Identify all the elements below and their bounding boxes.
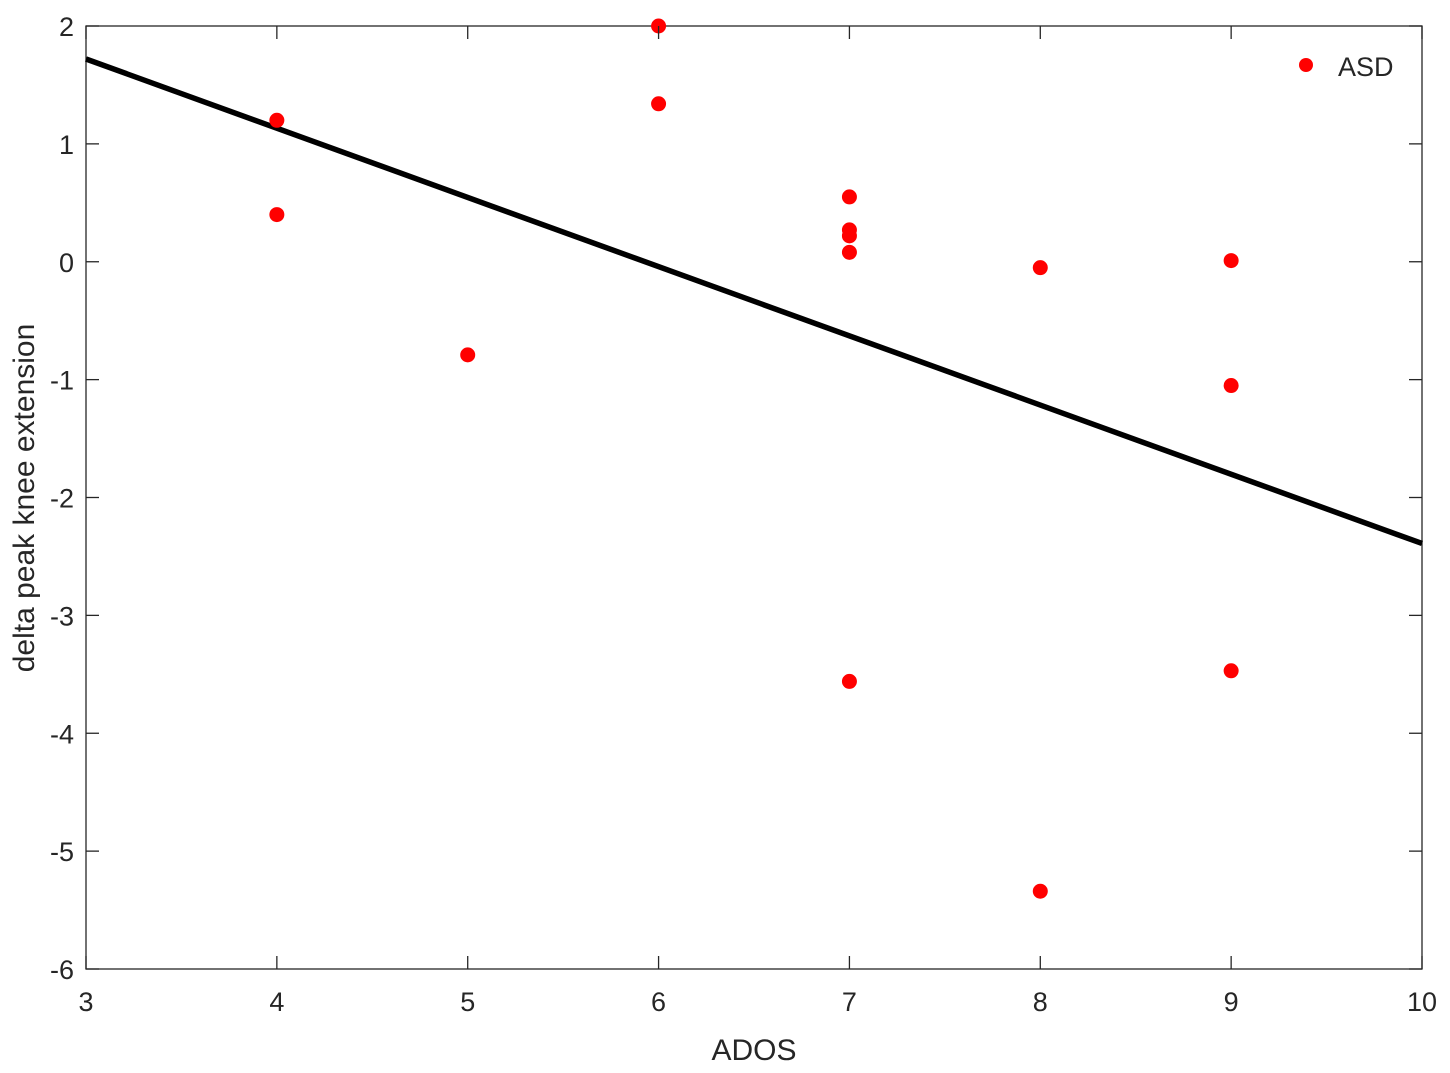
y-tick-label: -5 — [50, 837, 74, 867]
data-point — [1032, 260, 1048, 276]
y-tick-label: -2 — [50, 484, 74, 514]
legend: ASD — [1299, 52, 1394, 82]
y-axis-label: delta peak knee extension — [8, 324, 41, 673]
x-tick-label: 5 — [460, 987, 475, 1017]
data-point — [1032, 883, 1048, 899]
axis-labels-layer: ADOS delta peak knee extension — [8, 324, 797, 1067]
data-point — [1223, 378, 1239, 394]
data-point — [841, 244, 857, 260]
x-tick-label: 3 — [78, 987, 93, 1017]
regression-line-layer — [85, 56, 1423, 547]
y-tick-label: 1 — [59, 130, 74, 160]
y-tick-label: 0 — [59, 248, 74, 278]
data-point — [1223, 253, 1239, 269]
y-tick-label: -3 — [50, 601, 74, 631]
regression-line — [85, 56, 1423, 547]
y-tick-label: 2 — [59, 12, 74, 42]
axes-box — [85, 25, 1423, 970]
data-point — [1223, 663, 1239, 679]
data-point — [651, 96, 667, 112]
data-point — [269, 207, 285, 223]
x-tick-label: 4 — [269, 987, 284, 1017]
data-point — [841, 228, 857, 244]
data-point — [841, 189, 857, 205]
data-point — [841, 673, 857, 689]
data-points-layer — [269, 18, 1239, 899]
x-axis-label: ADOS — [711, 1034, 796, 1067]
x-tick-label: 7 — [842, 987, 857, 1017]
legend-marker-asd — [1299, 58, 1313, 72]
legend-label-asd: ASD — [1338, 52, 1394, 82]
y-tick-label: -4 — [50, 719, 74, 749]
data-point — [269, 112, 285, 128]
data-point — [460, 347, 476, 363]
x-tick-label: 10 — [1407, 987, 1437, 1017]
plot-area — [85, 25, 1423, 970]
axis-ticks-layer: 3 4 5 6 7 8 9 10 -6 -5 -4 -3 -2 -1 0 1 2 — [50, 12, 1437, 1017]
x-tick-label: 8 — [1033, 987, 1048, 1017]
y-tick-label: -1 — [50, 366, 74, 396]
x-tick-label: 9 — [1224, 987, 1239, 1017]
x-tick-label: 6 — [651, 987, 666, 1017]
y-tick-label: -6 — [50, 955, 74, 985]
